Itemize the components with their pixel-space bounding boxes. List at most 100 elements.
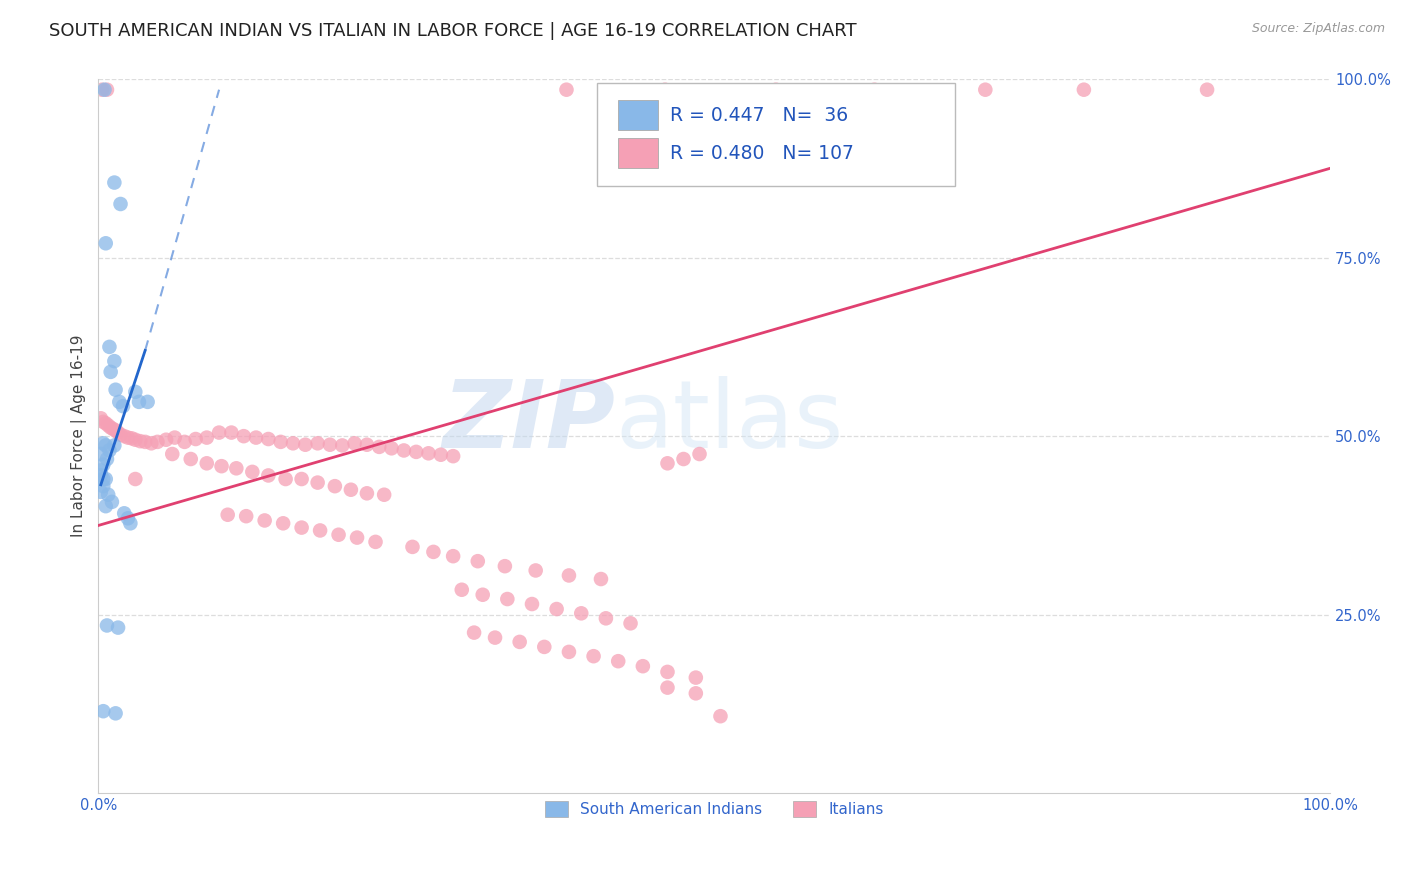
Point <box>291 472 314 486</box>
Point <box>90 468 112 483</box>
Point <box>631 659 654 673</box>
Point <box>232 429 254 443</box>
Point <box>401 540 423 554</box>
Point <box>104 706 127 721</box>
Point <box>103 354 125 368</box>
Point <box>211 459 233 474</box>
Point <box>101 422 124 436</box>
Point <box>97 418 120 433</box>
Point <box>90 484 112 499</box>
Text: R = 0.480   N= 107: R = 0.480 N= 107 <box>669 144 853 162</box>
Point <box>117 511 139 525</box>
Point <box>100 365 122 379</box>
Point <box>136 395 159 409</box>
Point <box>257 468 280 483</box>
Point <box>558 645 581 659</box>
Point <box>450 582 472 597</box>
Point <box>103 438 125 452</box>
Point <box>225 461 247 475</box>
Point <box>467 554 489 568</box>
Point <box>129 434 152 449</box>
Point <box>589 572 612 586</box>
Point <box>100 420 122 434</box>
Point <box>195 431 218 445</box>
Point <box>124 472 146 486</box>
Point <box>217 508 239 522</box>
Point <box>90 447 112 461</box>
Point <box>98 340 121 354</box>
Point <box>471 588 494 602</box>
Point <box>595 611 617 625</box>
Point <box>146 434 169 449</box>
Point <box>356 486 378 500</box>
Point <box>162 447 184 461</box>
Point <box>418 446 440 460</box>
Point <box>368 440 391 454</box>
Point <box>117 431 139 445</box>
Point <box>257 432 280 446</box>
Point <box>494 559 516 574</box>
Point <box>330 438 353 452</box>
Point <box>430 448 453 462</box>
FancyBboxPatch shape <box>598 83 955 186</box>
Point <box>863 83 886 97</box>
Bar <box>619 138 658 169</box>
Point <box>108 395 131 409</box>
Point <box>657 665 679 679</box>
Y-axis label: In Labor Force | Age 16-19: In Labor Force | Age 16-19 <box>72 334 87 537</box>
Point <box>520 597 543 611</box>
Point <box>281 436 304 450</box>
Point <box>96 83 118 97</box>
Point <box>558 568 581 582</box>
Point <box>364 534 387 549</box>
Point <box>112 429 135 443</box>
Point <box>253 513 276 527</box>
Point <box>765 83 787 97</box>
Point <box>685 686 707 700</box>
Point <box>94 417 117 431</box>
Point <box>582 649 605 664</box>
Point <box>221 425 243 440</box>
Point <box>91 472 114 486</box>
Point <box>240 465 263 479</box>
Point <box>141 436 163 450</box>
Point <box>463 625 485 640</box>
Point <box>195 456 218 470</box>
Point <box>657 681 679 695</box>
Point <box>94 236 117 251</box>
Point <box>270 434 292 449</box>
Point <box>709 709 731 723</box>
Point <box>96 452 118 467</box>
Point <box>110 197 132 211</box>
Point <box>91 83 114 97</box>
Text: ZIP: ZIP <box>443 376 616 468</box>
Point <box>107 425 129 440</box>
Text: R = 0.447   N=  36: R = 0.447 N= 36 <box>669 106 848 125</box>
Point <box>294 438 316 452</box>
Point <box>91 704 114 718</box>
Point <box>180 452 202 467</box>
Point <box>1073 83 1095 97</box>
Point <box>307 475 329 490</box>
Point <box>422 545 444 559</box>
Point <box>163 431 186 445</box>
Point <box>235 509 257 524</box>
Point <box>533 640 555 654</box>
Point <box>555 83 578 97</box>
Point <box>91 415 114 429</box>
Point <box>607 654 630 668</box>
Point <box>484 631 506 645</box>
Point <box>91 436 114 450</box>
Legend: South American Indians, Italians: South American Indians, Italians <box>537 794 891 825</box>
Point <box>208 425 231 440</box>
Point <box>441 449 464 463</box>
Point <box>101 495 124 509</box>
Text: SOUTH AMERICAN INDIAN VS ITALIAN IN LABOR FORCE | AGE 16-19 CORRELATION CHART: SOUTH AMERICAN INDIAN VS ITALIAN IN LABO… <box>49 22 856 40</box>
Point <box>373 488 395 502</box>
Point <box>110 427 132 442</box>
Point <box>307 436 329 450</box>
Point <box>274 472 297 486</box>
Point <box>173 434 195 449</box>
Bar <box>619 101 658 130</box>
Point <box>323 479 346 493</box>
